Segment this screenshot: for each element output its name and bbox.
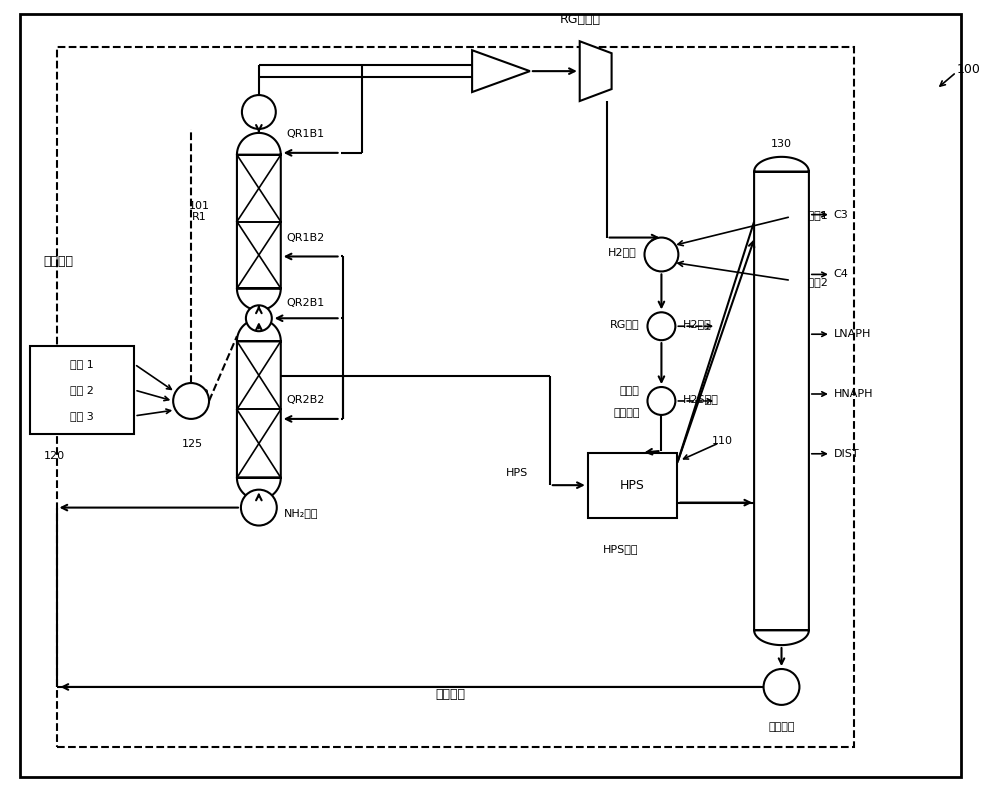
Text: 再循环油: 再循环油 bbox=[435, 689, 465, 701]
Circle shape bbox=[173, 383, 209, 419]
Text: 130: 130 bbox=[771, 139, 792, 149]
Text: H2S清除: H2S清除 bbox=[683, 394, 719, 404]
Text: 进料混合: 进料混合 bbox=[44, 255, 74, 268]
Polygon shape bbox=[580, 41, 612, 101]
Text: C3: C3 bbox=[834, 210, 849, 219]
Polygon shape bbox=[237, 319, 281, 500]
Text: RG清洗: RG清洗 bbox=[610, 319, 640, 329]
Text: HPS: HPS bbox=[620, 479, 645, 492]
Text: 110: 110 bbox=[712, 435, 733, 446]
Text: QR2B2: QR2B2 bbox=[287, 395, 325, 405]
Text: 125: 125 bbox=[182, 439, 203, 449]
Text: H2补屵1: H2补屵1 bbox=[793, 210, 829, 219]
Text: 洗涤器: 洗涤器 bbox=[620, 386, 640, 396]
Text: LNAPH: LNAPH bbox=[834, 329, 871, 340]
Circle shape bbox=[764, 669, 799, 705]
Text: 进料 3: 进料 3 bbox=[70, 411, 93, 421]
Bar bbox=[57, 47, 854, 747]
Text: 底部产品: 底部产品 bbox=[768, 722, 795, 732]
Text: RG压缩机: RG压缩机 bbox=[560, 13, 601, 26]
Bar bbox=[30, 346, 134, 434]
Text: HPS液体: HPS液体 bbox=[603, 545, 638, 554]
Circle shape bbox=[647, 387, 675, 415]
Text: H2清洗: H2清洗 bbox=[683, 319, 712, 329]
Text: NH₂清除: NH₂清除 bbox=[284, 508, 318, 517]
Text: 进料 1: 进料 1 bbox=[70, 359, 93, 369]
Text: QR2B1: QR2B1 bbox=[287, 299, 325, 308]
Polygon shape bbox=[472, 50, 530, 92]
Circle shape bbox=[242, 95, 276, 129]
Text: 101
R1: 101 R1 bbox=[189, 201, 210, 222]
Circle shape bbox=[644, 237, 678, 271]
Polygon shape bbox=[754, 157, 809, 645]
Polygon shape bbox=[237, 133, 281, 310]
Circle shape bbox=[647, 312, 675, 340]
Text: C4: C4 bbox=[834, 270, 849, 279]
Text: 120: 120 bbox=[44, 451, 65, 461]
Text: 进料 2: 进料 2 bbox=[70, 385, 93, 395]
Circle shape bbox=[241, 490, 277, 526]
Text: QR1B2: QR1B2 bbox=[287, 233, 325, 243]
Text: DIST: DIST bbox=[834, 449, 859, 459]
Text: 102
R2: 102 R2 bbox=[189, 389, 210, 410]
Circle shape bbox=[246, 305, 272, 331]
Text: QR1B1: QR1B1 bbox=[287, 129, 325, 139]
Text: HNAPH: HNAPH bbox=[834, 389, 873, 399]
Text: HPS: HPS bbox=[506, 468, 528, 478]
Text: （任选）: （任选） bbox=[613, 408, 640, 418]
Bar bbox=[588, 453, 677, 517]
Text: H2混合: H2混合 bbox=[608, 248, 637, 258]
Text: H2补屵2: H2补屵2 bbox=[793, 277, 829, 288]
Text: 100: 100 bbox=[956, 63, 980, 75]
